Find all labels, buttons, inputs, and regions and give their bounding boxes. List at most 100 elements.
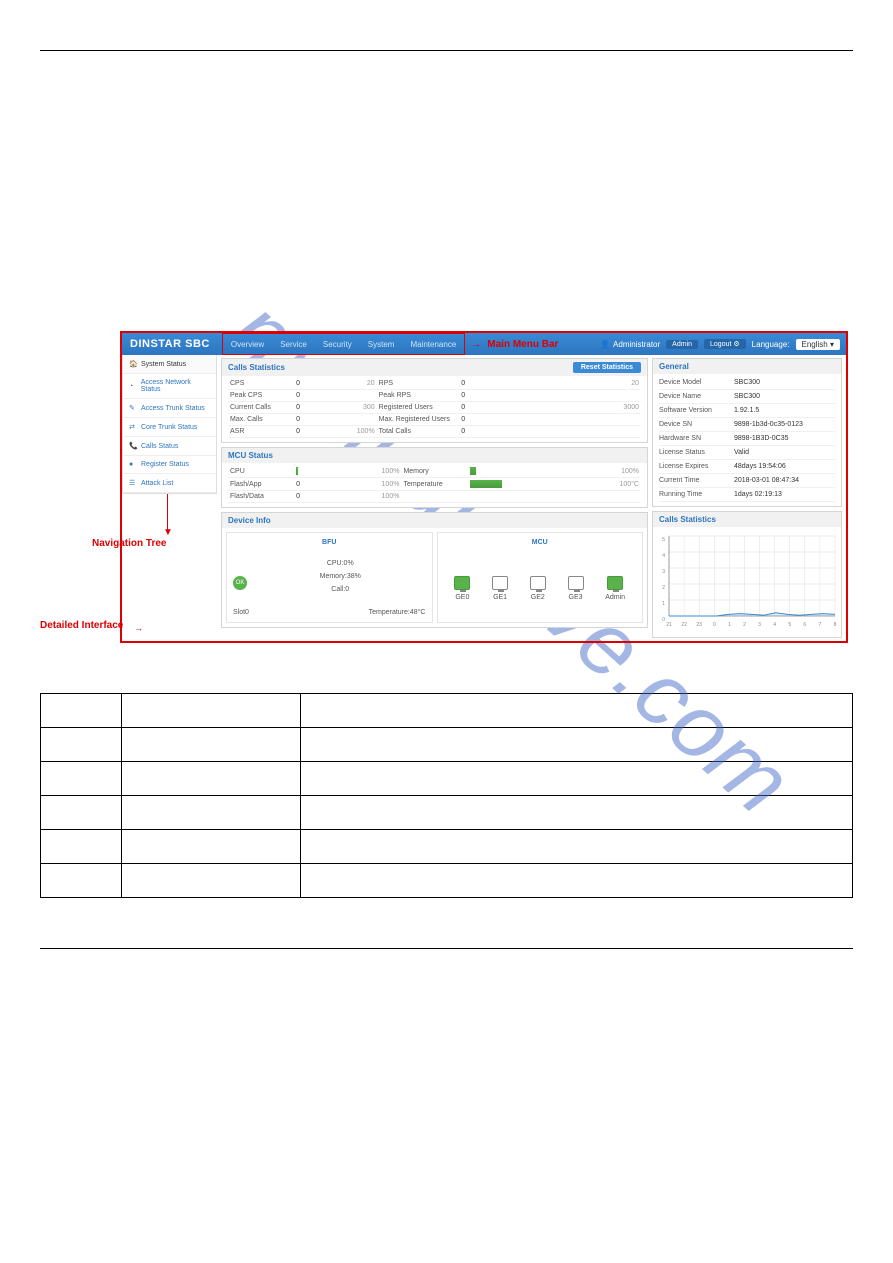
svg-text:21: 21 [666, 622, 672, 628]
ethernet-port-icon [454, 576, 470, 590]
panel-title: Device Info [228, 516, 271, 525]
svg-text:7: 7 [819, 622, 822, 628]
sidebar-item-label: Access Network Status [141, 379, 210, 393]
main-menu-annotation: Main Menu Bar [487, 339, 558, 350]
general-key: Device SN [659, 421, 734, 428]
mcu-status-panel: MCU Status CPU100%Memory100%Flash/App010… [221, 447, 648, 508]
current-user: 👤 Administrator [600, 340, 660, 349]
menu-security[interactable]: Security [315, 340, 360, 349]
port-ge3: GE3 [568, 576, 584, 601]
nav-tree-annotation: Navigation Tree [92, 538, 217, 549]
mcu-table: CPU100%Memory100%Flash/App0100%Temperatu… [228, 465, 641, 503]
mcu-card: MCU GE0GE1GE2GE3Admin [437, 532, 644, 623]
svg-text:0: 0 [713, 622, 716, 628]
general-value: 9898-1B3D-0C35 [734, 435, 788, 442]
sidebar-item[interactable]: 📞Calls Status [123, 437, 216, 456]
svg-text:6: 6 [803, 622, 806, 628]
svg-text:1: 1 [662, 601, 665, 607]
device-info-panel: Device Info BFU OK CPU:0% Memory:38% Cal… [221, 512, 648, 628]
bfu-card: BFU OK CPU:0% Memory:38% Call:0 [226, 532, 433, 623]
sidebar-item[interactable]: ● Register Status [123, 456, 216, 474]
general-key: Running Time [659, 491, 734, 498]
svg-text:8: 8 [834, 622, 837, 628]
sidebar-item[interactable]: ⇄ Core Trunk Status [123, 418, 216, 437]
general-value: SBC300 [734, 379, 760, 386]
sidebar-icon: ☰ [129, 479, 137, 487]
sidebar-item[interactable]: ✎Access Trunk Status [123, 399, 216, 418]
general-value: 1.92.1.5 [734, 407, 759, 414]
sidebar-item-label: Attack List [141, 480, 173, 487]
main-menu-bar: Overview Service Security System Mainten… [222, 333, 465, 355]
svg-text:4: 4 [773, 622, 776, 628]
menu-system[interactable]: System [360, 340, 403, 349]
general-key: Device Name [659, 393, 734, 400]
admin-button[interactable]: Admin [666, 340, 698, 349]
mcu-title: MCU [444, 539, 637, 546]
sidebar-item-label: Calls Status [141, 443, 178, 450]
menu-service[interactable]: Service [272, 340, 315, 349]
language-label: Language: [752, 340, 790, 349]
navigation-tree: 🏠 System Status ◔ Access Network Status ✎Acc… [122, 355, 217, 494]
logout-button[interactable]: Logout ⚙ [704, 339, 746, 349]
general-panel: General Device ModelSBC300Device NameSBC… [652, 358, 842, 507]
panel-title: Calls Statistics [659, 515, 716, 524]
svg-text:2: 2 [662, 585, 665, 591]
doc-description-table [40, 693, 853, 898]
port-admin: Admin [605, 576, 625, 601]
sidebar-item-label: Core Trunk Status [141, 424, 197, 431]
port-ge0: GE0 [454, 576, 470, 601]
general-key: Hardware SN [659, 435, 734, 442]
arrow-icon: → [471, 339, 481, 350]
svg-text:2: 2 [743, 622, 746, 628]
ethernet-port-icon [607, 576, 623, 590]
panel-title: General [659, 362, 689, 371]
sidebar-icon: ✎ [129, 404, 137, 412]
arrow-icon: → [134, 623, 143, 633]
calls-chart: 012345212223012345678 [653, 527, 841, 637]
sidebar-item-label: System Status [141, 361, 186, 368]
reset-statistics-button[interactable]: Reset Statistics [573, 362, 641, 373]
svg-text:0: 0 [662, 617, 665, 623]
bfu-cpu: CPU:0% [255, 560, 426, 567]
menu-overview[interactable]: Overview [223, 340, 272, 349]
panel-title: Calls Statistics [228, 363, 285, 372]
user-label: Administrator [613, 340, 660, 349]
calls-chart-panel: Calls Statistics 012345212223012345678 [652, 511, 842, 638]
svg-text:3: 3 [662, 569, 665, 575]
general-value: 2018-03-01 08:47:34 [734, 477, 799, 484]
language-select[interactable]: English ▾ [796, 339, 841, 350]
general-value: 1days 02:19:13 [734, 491, 782, 498]
general-key: Software Version [659, 407, 734, 414]
sidebar-icon: ● [129, 461, 137, 468]
svg-text:4: 4 [662, 553, 665, 559]
svg-text:22: 22 [681, 622, 687, 628]
general-value: Valid [734, 449, 749, 456]
sidebar-icon: ⇄ [129, 423, 137, 431]
sidebar-icon: 🏠 [129, 360, 137, 368]
sidebar-icon: ◔ [129, 383, 137, 390]
general-key: Current Time [659, 477, 734, 484]
svg-text:3: 3 [758, 622, 761, 628]
general-value: 9898-1b3d-0c35-0123 [734, 421, 803, 428]
calls-stats-table: CPS020RPS020Peak CPS0Peak RPS0Current Ca… [228, 378, 641, 438]
status-ok-icon: OK [233, 576, 247, 590]
svg-text:5: 5 [788, 622, 791, 628]
sidebar-item[interactable]: 🏠 System Status [123, 355, 216, 374]
bfu-title: BFU [233, 539, 426, 546]
menu-maintenance[interactable]: Maintenance [402, 340, 464, 349]
general-value: SBC300 [734, 393, 760, 400]
svg-text:5: 5 [662, 537, 665, 543]
detailed-interface-annotation: Detailed Interface [40, 620, 123, 631]
bfu-slot: Slot0 [233, 609, 249, 616]
sidebar-item[interactable]: ◔ Access Network Status [123, 374, 216, 399]
sidebar-item-label: Register Status [141, 461, 189, 468]
app-screenshot: DINSTAR SBC Overview Service Security Sy… [120, 331, 848, 643]
general-value: 48days 19:54:06 [734, 463, 786, 470]
sidebar-item[interactable]: ☰ Attack List [123, 474, 216, 493]
calls-statistics-panel: Calls Statistics Reset Statistics CPS020… [221, 358, 648, 443]
bfu-temp: Temperature:48°C [369, 609, 426, 616]
ethernet-port-icon [530, 576, 546, 590]
bfu-memory: Memory:38% [255, 573, 426, 580]
svg-text:1: 1 [728, 622, 731, 628]
topbar: DINSTAR SBC Overview Service Security Sy… [122, 333, 846, 355]
